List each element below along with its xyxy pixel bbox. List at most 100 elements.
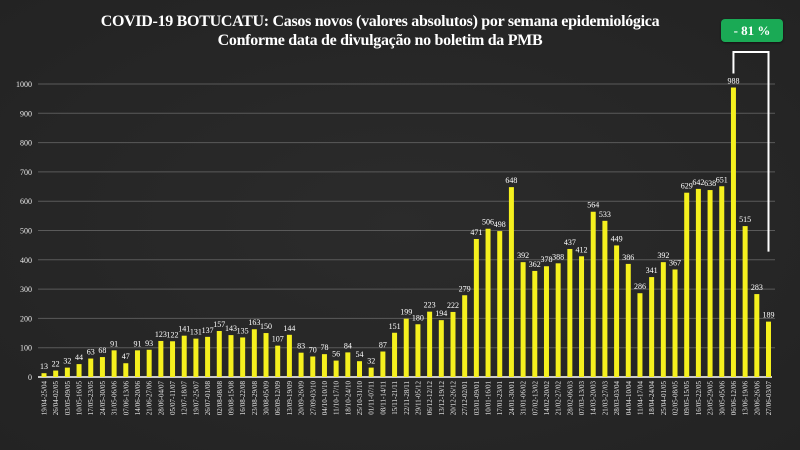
bar <box>263 333 269 377</box>
value-label: 141 <box>178 325 190 334</box>
x-tick-label: 06/12-12/12 <box>426 381 434 416</box>
x-axis-ticks: 19/04-25/04 26/04-02/05 03/05-09/05 10/05-1… <box>41 381 774 416</box>
value-label: 32 <box>367 357 375 366</box>
bar <box>438 320 444 377</box>
x-tick-label: 02/05-08/05 <box>672 381 680 416</box>
value-label: 629 <box>681 182 693 191</box>
bar <box>216 330 222 377</box>
x-tick-label: 16/08-22/08 <box>239 381 247 416</box>
x-tick-label: 02/08-08/08 <box>216 381 224 416</box>
value-label: 163 <box>248 318 260 327</box>
bar <box>345 352 351 377</box>
value-label: 83 <box>297 342 305 351</box>
x-tick-label: 26/07-01/08 <box>204 381 212 416</box>
bar <box>579 256 585 377</box>
y-tick-label: 200 <box>20 314 32 323</box>
value-label: 144 <box>283 324 295 333</box>
bar <box>520 262 526 377</box>
value-label: 367 <box>669 258 681 267</box>
y-tick-label: 700 <box>20 168 32 177</box>
value-label: 988 <box>727 77 739 86</box>
value-label: 157 <box>213 320 225 329</box>
x-tick-label: 31/01-06/02 <box>520 381 528 416</box>
value-label: 471 <box>470 228 482 237</box>
x-tick-label: 09/05-15/05 <box>683 381 691 416</box>
x-tick-label: 06/06-12/06 <box>730 381 738 416</box>
bar <box>450 311 456 377</box>
x-tick-label: 13/12-19/12 <box>438 381 446 416</box>
value-label: 93 <box>145 339 153 348</box>
x-tick-label: 05/07-11/07 <box>169 381 177 415</box>
x-tick-label: 06/09-12/09 <box>274 381 282 416</box>
bar <box>286 334 292 377</box>
bar <box>555 263 561 377</box>
bar <box>321 354 327 377</box>
value-label: 341 <box>646 266 658 275</box>
y-tick-label: 300 <box>20 285 32 294</box>
value-label: 412 <box>576 245 588 254</box>
bar <box>251 329 257 377</box>
bar <box>543 266 549 377</box>
bar <box>649 277 655 377</box>
value-label: 392 <box>657 251 669 260</box>
x-tick-label: 21/02-27/02 <box>555 381 563 416</box>
bar <box>298 352 304 377</box>
value-label: 137 <box>202 326 214 335</box>
value-label: 123 <box>155 330 167 339</box>
bar <box>625 263 631 377</box>
value-label: 78 <box>320 343 328 352</box>
x-tick-label: 26/04-02/05 <box>52 381 60 416</box>
y-axis-ticks: 0 100 200 300 400 500 600 700 800 900 1000 <box>16 80 32 382</box>
x-tick-label: 17/01-23/01 <box>496 381 504 416</box>
x-tick-label: 19/04-25/04 <box>41 381 49 416</box>
value-label: 150 <box>260 322 272 331</box>
value-label: 194 <box>435 309 447 318</box>
bar <box>134 350 140 377</box>
x-tick-label: 13/06-19/06 <box>742 381 750 416</box>
x-tick-label: 07/03-13/03 <box>578 381 586 416</box>
value-label: 506 <box>482 218 494 227</box>
value-label: 386 <box>622 253 634 262</box>
bar <box>392 332 398 377</box>
value-label: 222 <box>447 301 459 310</box>
x-tick-label: 03/05-09/05 <box>64 381 72 416</box>
value-label: 498 <box>494 220 506 229</box>
bar <box>368 367 374 377</box>
x-tick-label: 03/01-09/01 <box>473 381 481 416</box>
y-tick-label: 500 <box>20 227 32 236</box>
x-tick-label: 24/05-30/05 <box>99 381 107 416</box>
x-tick-label: 18/04-24/04 <box>648 381 656 416</box>
bar <box>380 351 386 377</box>
bar <box>614 245 620 377</box>
bar <box>508 187 514 377</box>
value-label: 564 <box>587 201 599 210</box>
x-tick-label: 30/05-05/06 <box>718 381 726 416</box>
change-badge: - 81 % <box>721 19 783 42</box>
x-tick-label: 22/11-28/11 <box>403 381 411 415</box>
value-label: 189 <box>763 311 775 320</box>
x-tick-label: 04/04-10/04 <box>625 381 633 416</box>
value-label: 68 <box>98 346 106 355</box>
x-tick-label: 07/02-13/02 <box>531 381 539 416</box>
value-label: 70 <box>309 345 317 354</box>
bar <box>473 238 479 377</box>
x-tick-label: 17/05-23/05 <box>87 381 95 416</box>
x-tick-label: 10/05-16/05 <box>76 381 84 416</box>
value-label: 378 <box>540 255 552 264</box>
bar <box>111 350 117 377</box>
value-label: 362 <box>529 260 541 269</box>
bar <box>403 318 409 377</box>
bar <box>730 87 736 378</box>
x-tick-label: 29/11-05/12 <box>414 381 422 415</box>
value-label: 392 <box>517 251 529 260</box>
value-label: 651 <box>716 175 728 184</box>
value-label: 84 <box>344 341 352 350</box>
value-label: 388 <box>552 252 564 261</box>
value-label: 449 <box>611 234 623 243</box>
bar <box>275 345 281 377</box>
y-tick-label: 400 <box>20 256 32 265</box>
bar <box>53 370 59 377</box>
bar <box>41 373 47 377</box>
